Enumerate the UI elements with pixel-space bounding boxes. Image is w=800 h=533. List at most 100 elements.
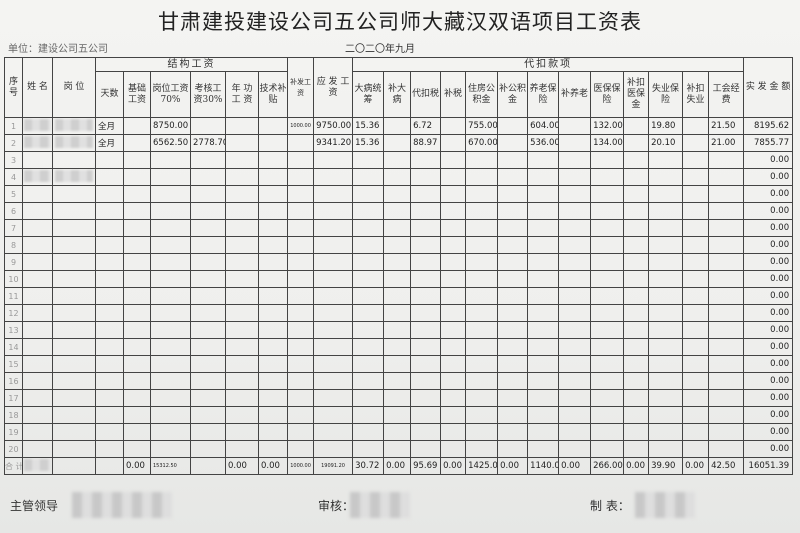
header-deduction-4: 住房公积金 — [465, 71, 499, 118]
post-wage-cell — [150, 304, 191, 322]
deduction-cell-6 — [527, 423, 560, 441]
deduction-cell-9 — [623, 355, 650, 373]
deduction-cell-6 — [527, 304, 560, 322]
deduction-cell-9 — [623, 134, 650, 152]
deduction-cell-0 — [352, 185, 385, 203]
assessment-wage-cell — [190, 338, 226, 356]
header-structural-4: 年 功 工 资 — [225, 71, 259, 118]
deduction-cell-7 — [558, 236, 592, 254]
header-structural-0: 天数 — [95, 71, 124, 118]
tech-allowance-cell — [257, 117, 289, 135]
row-seq: 9 — [4, 253, 23, 271]
basic-wage-cell — [123, 406, 151, 424]
deduction-cell-11 — [682, 338, 710, 356]
deduction-cell-2 — [410, 372, 442, 390]
deduction-cell-10 — [648, 338, 684, 356]
deduction-cell-3 — [440, 270, 467, 288]
seniority-wage-cell: 0.00 — [225, 457, 259, 475]
deduction-cell-0 — [352, 219, 385, 237]
deduction-cell-7 — [558, 134, 592, 152]
deduction-cell-12 — [708, 202, 745, 220]
deduction-cell-0 — [352, 423, 385, 441]
post-wage-cell: 6562.50 — [150, 134, 191, 152]
deduction-cell-10 — [648, 389, 684, 407]
tech-allowance-cell — [257, 168, 289, 186]
deduction-cell-3 — [440, 355, 467, 373]
post-wage-cell — [150, 185, 191, 203]
days-cell — [95, 389, 124, 407]
name-cell-redacted — [22, 134, 53, 152]
name-cell-redacted — [22, 185, 53, 203]
deduction-cell-9 — [623, 151, 650, 169]
deduction-cell-6 — [527, 287, 560, 305]
deduction-cell-4 — [465, 372, 499, 390]
deduction-cell-8: 132.00 — [590, 117, 625, 135]
seniority-wage-cell — [225, 372, 259, 390]
header-net: 实 发 金 额 — [743, 57, 794, 118]
deduction-cell-5 — [497, 389, 529, 407]
net-pay-cell: 0.00 — [743, 253, 794, 271]
days-cell — [95, 151, 124, 169]
row-seq: 14 — [4, 338, 23, 356]
net-pay-cell: 8195.62 — [743, 117, 794, 135]
days-cell — [95, 440, 124, 458]
position-cell-redacted — [52, 423, 96, 441]
days-cell — [95, 338, 124, 356]
reissue-cell — [287, 151, 315, 169]
deduction-cell-2: 95.69 — [410, 457, 442, 475]
name-cell-redacted — [22, 372, 53, 390]
deduction-cell-4 — [465, 151, 499, 169]
deduction-cell-12 — [708, 219, 745, 237]
deduction-cell-10 — [648, 321, 684, 339]
net-pay-cell: 0.00 — [743, 304, 794, 322]
deduction-cell-5 — [497, 304, 529, 322]
deduction-cell-8 — [590, 372, 625, 390]
deduction-cell-7 — [558, 151, 592, 169]
net-pay-cell: 0.00 — [743, 185, 794, 203]
deduction-cell-0 — [352, 151, 385, 169]
deduction-cell-2 — [410, 440, 442, 458]
reissue-cell — [287, 338, 315, 356]
table-row: 6 0.00 — [4, 202, 794, 220]
assessment-wage-cell — [190, 389, 226, 407]
deduction-cell-7 — [558, 355, 592, 373]
row-seq: 8 — [4, 236, 23, 254]
deduction-cell-6 — [527, 219, 560, 237]
preparer-label: 制 表： — [590, 499, 630, 513]
gross-pay-cell — [313, 423, 354, 441]
deduction-cell-12: 42.50 — [708, 457, 745, 475]
deduction-cell-6: 536.00 — [527, 134, 560, 152]
deduction-cell-6 — [527, 168, 560, 186]
tech-allowance-cell — [257, 151, 289, 169]
tech-allowance-cell — [257, 287, 289, 305]
deduction-cell-3 — [440, 185, 467, 203]
tech-allowance-cell — [257, 321, 289, 339]
deduction-cell-3 — [440, 423, 467, 441]
header-deduction-10: 失业保险 — [648, 71, 684, 118]
row-seq: 6 — [4, 202, 23, 220]
row-seq: 13 — [4, 321, 23, 339]
header-deduction-7: 补养老 — [558, 71, 592, 118]
deduction-cell-9 — [623, 270, 650, 288]
header-seq: 序号 — [4, 57, 23, 118]
header-structural-1: 基础工资 — [123, 71, 151, 118]
deduction-cell-8 — [590, 219, 625, 237]
reviewer-signature-redacted — [350, 492, 410, 518]
deduction-cell-4: 755.00 — [465, 117, 499, 135]
seniority-wage-cell — [225, 287, 259, 305]
name-cell-redacted — [22, 321, 53, 339]
deduction-cell-12 — [708, 321, 745, 339]
name-cell-redacted — [22, 168, 53, 186]
basic-wage-cell — [123, 372, 151, 390]
deduction-cell-9 — [623, 406, 650, 424]
reissue-cell — [287, 355, 315, 373]
position-cell-redacted — [52, 355, 96, 373]
net-pay-cell: 0.00 — [743, 287, 794, 305]
deduction-cell-4: 670.00 — [465, 134, 499, 152]
net-pay-cell: 16051.39 — [743, 457, 794, 475]
row-seq: 19 — [4, 423, 23, 441]
deduction-cell-5 — [497, 134, 529, 152]
deduction-cell-2 — [410, 389, 442, 407]
deduction-cell-2 — [410, 168, 442, 186]
position-cell-redacted — [52, 270, 96, 288]
